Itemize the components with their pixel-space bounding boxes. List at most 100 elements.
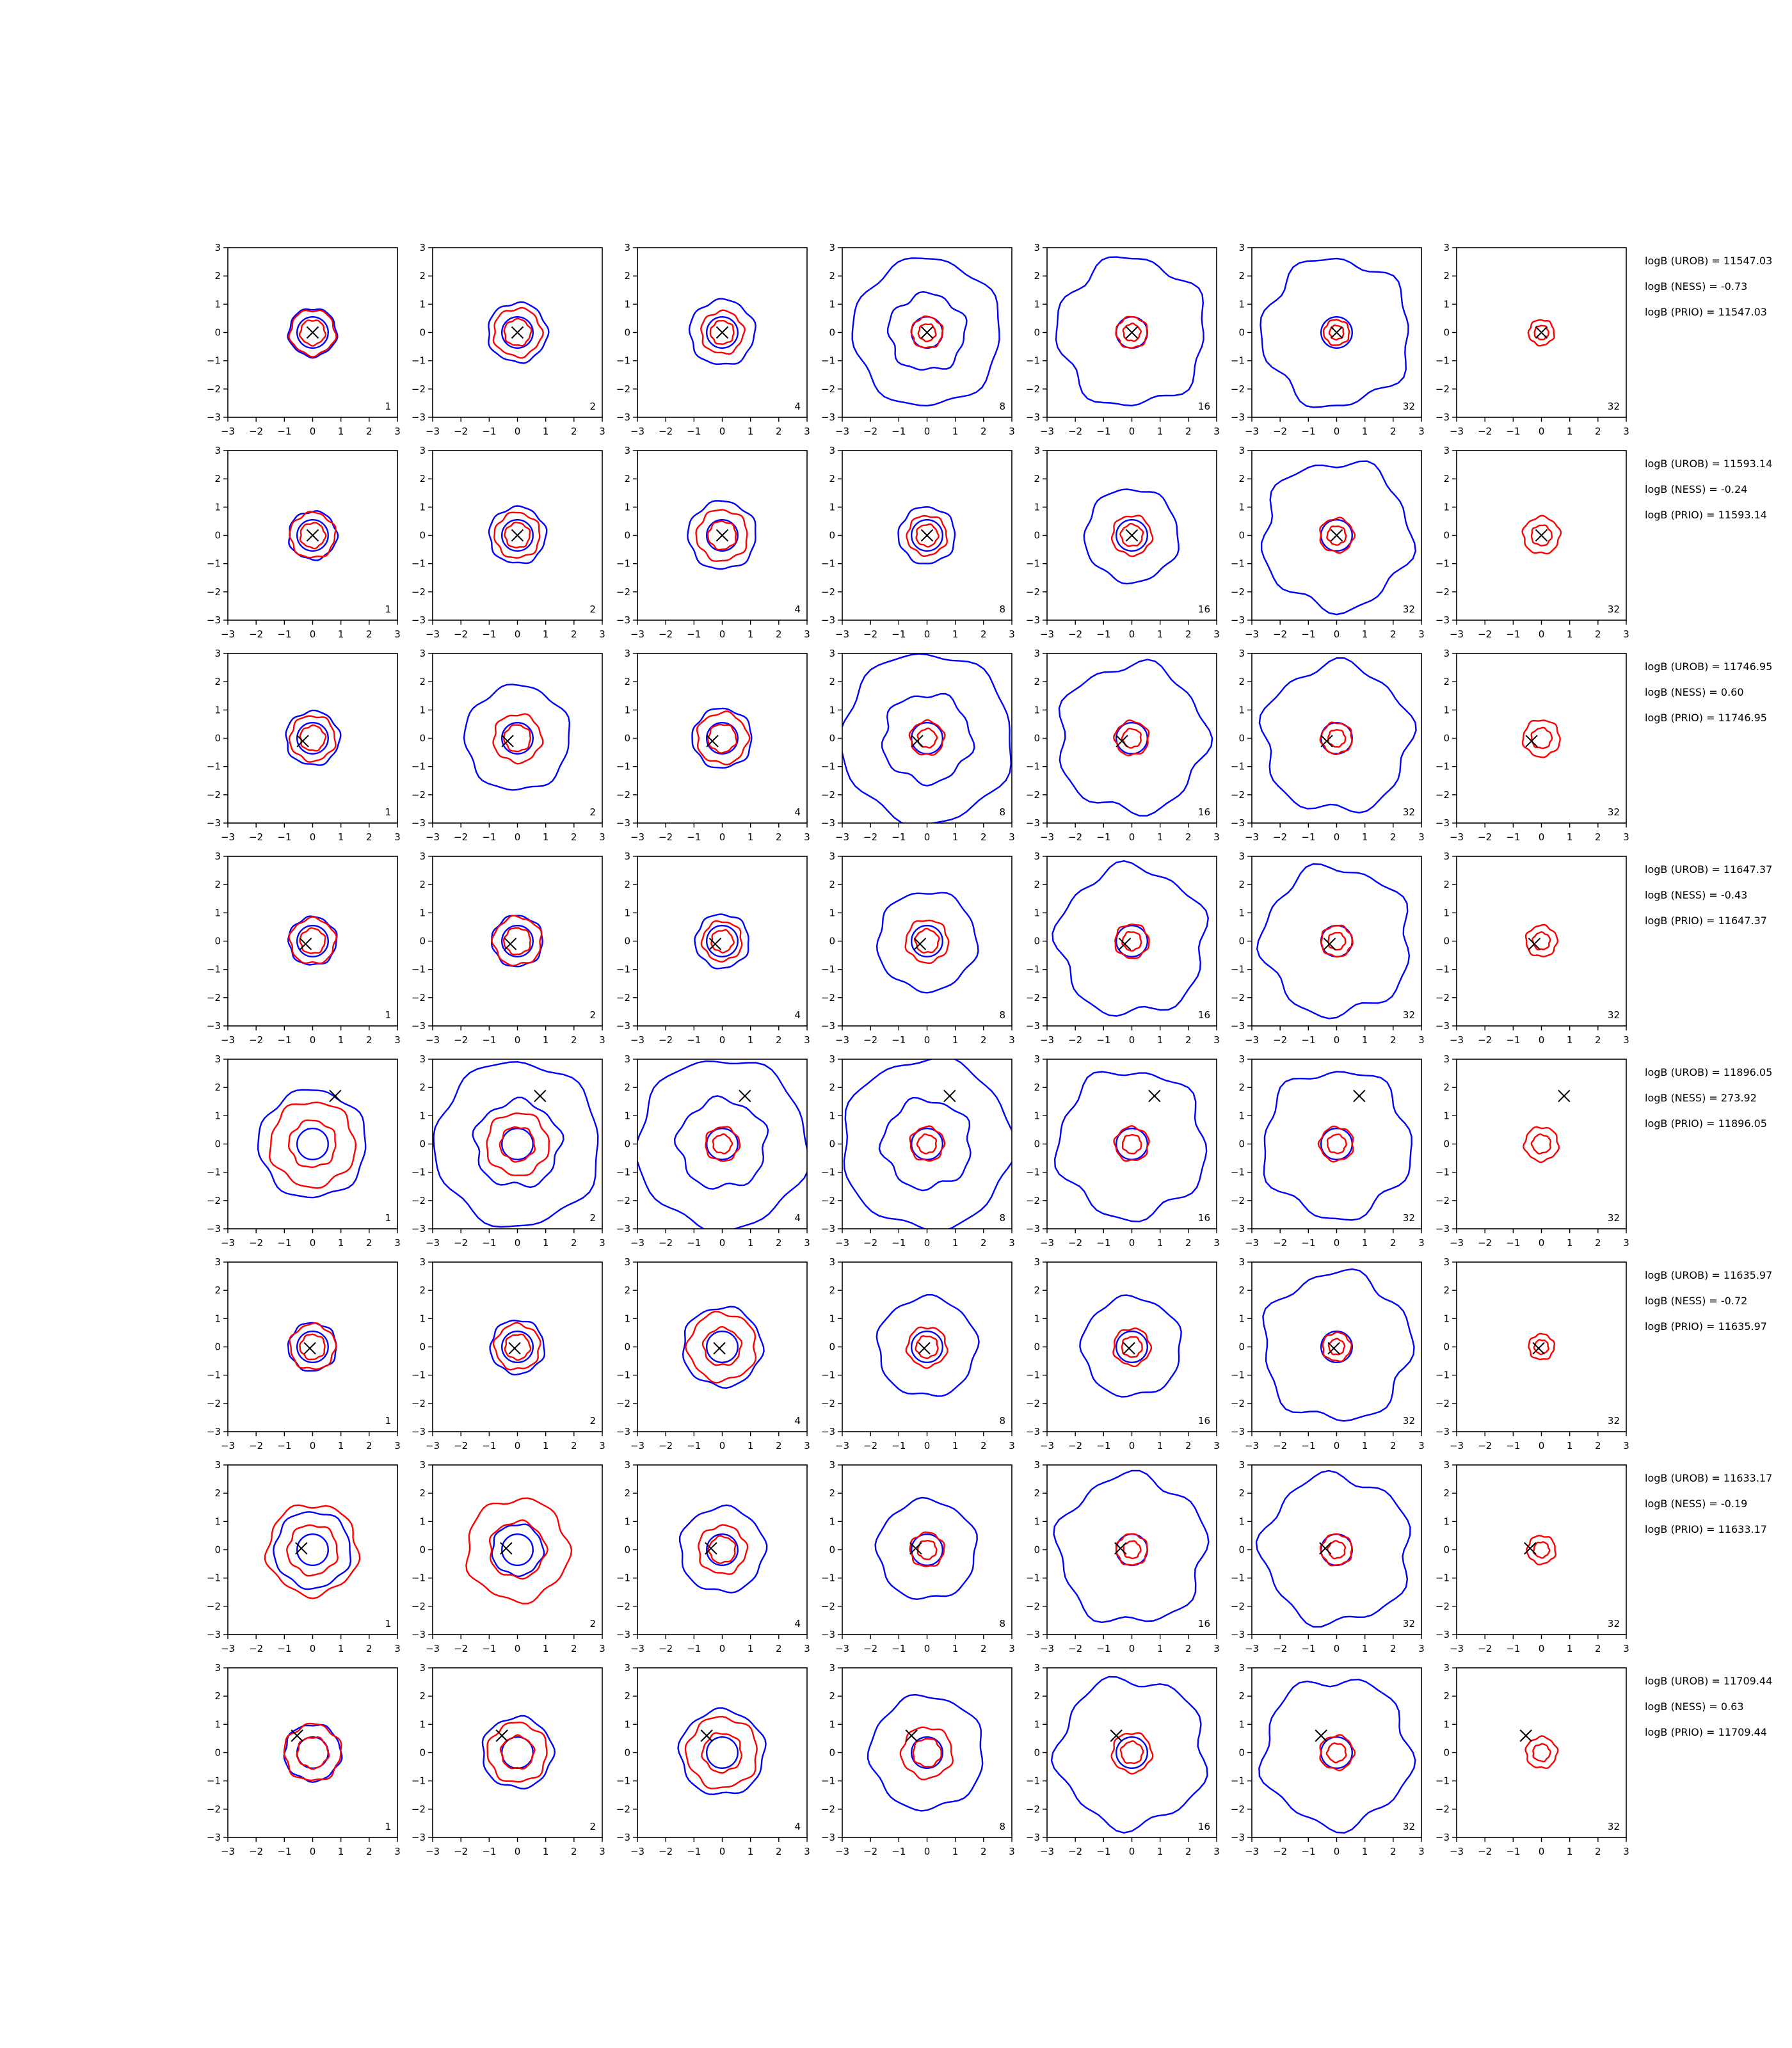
y-tick-label: 3 xyxy=(1238,445,1245,456)
axes-frame xyxy=(637,1261,808,1432)
x-tick-label: 2 xyxy=(1595,628,1601,640)
panel-r6-c4: −3 −2 −1 0 1 2 3 3 2 1 0 −1 −2 −3 8 xyxy=(821,1256,1015,1452)
blue-contour-core xyxy=(501,316,534,349)
x-tick-label: −3 xyxy=(1040,1034,1054,1046)
y-tick-label: −2 xyxy=(1231,383,1245,395)
x-tick-label: 1 xyxy=(1157,1440,1164,1452)
x-tick-label: 2 xyxy=(1390,426,1396,437)
red-contour xyxy=(1320,924,1354,958)
true-point-marker xyxy=(913,938,927,950)
contour-layer xyxy=(1053,1469,1210,1624)
y-tick-label: 0 xyxy=(419,1544,426,1556)
y-tick-label: 0 xyxy=(1443,1747,1450,1759)
x-tick-label: 1 xyxy=(748,1440,754,1452)
y-tick-label: 3 xyxy=(829,242,835,253)
x-tick-label: 3 xyxy=(1213,1643,1220,1654)
y-tick-label: −2 xyxy=(207,1601,221,1612)
y-tick-label: −3 xyxy=(821,1629,835,1640)
y-tick-label: −3 xyxy=(1231,1629,1245,1640)
axes-frame xyxy=(637,856,808,1027)
y-tick-label: −2 xyxy=(412,789,426,801)
x-tick-label: 0 xyxy=(515,1034,521,1046)
x-tick-label: 3 xyxy=(804,1846,810,1857)
x-tick-label: 1 xyxy=(748,1237,754,1249)
true-point-marker xyxy=(708,938,722,950)
y-tick-label: −3 xyxy=(1231,1832,1245,1843)
y-tick-label: 0 xyxy=(1034,327,1040,339)
x-tick-label: −1 xyxy=(277,1440,291,1452)
x-tick-label: 1 xyxy=(543,628,549,640)
y-tick-label: 2 xyxy=(214,1284,221,1296)
red-contour-inner xyxy=(298,319,327,347)
x-tick-label: −1 xyxy=(277,426,291,437)
axes-frame xyxy=(1046,653,1217,824)
x-tick-label: −1 xyxy=(1506,1440,1520,1452)
true-point-marker xyxy=(306,529,319,542)
blue-contour-core xyxy=(1320,1128,1353,1160)
contour-layer xyxy=(287,915,338,966)
x-tick-label: −1 xyxy=(1301,1846,1315,1857)
y-tick-label: 1 xyxy=(1034,298,1040,310)
true-point-marker xyxy=(504,938,517,950)
y-tick-label: 2 xyxy=(1034,676,1040,687)
y-tick-label: −2 xyxy=(412,1398,426,1409)
x-tick-label: 2 xyxy=(1595,831,1601,843)
y-tick-label: −3 xyxy=(207,412,221,423)
axes-frame xyxy=(1456,1059,1627,1229)
y-tick-label: 3 xyxy=(1443,1053,1450,1065)
panel-size-label: 4 xyxy=(794,1618,801,1629)
logb-annotation: logB (NESS) = 0.63 xyxy=(1645,1700,1744,1713)
panel-size-label: 4 xyxy=(794,1009,801,1021)
y-tick-label: −2 xyxy=(1436,1398,1450,1409)
y-tick-label: 2 xyxy=(1238,1284,1245,1296)
axes-frame xyxy=(432,856,603,1027)
panel-size-label: 32 xyxy=(1403,401,1415,412)
blue-contour xyxy=(687,500,756,570)
blue-contour-core xyxy=(296,1533,329,1566)
y-tick-label: 0 xyxy=(624,1139,630,1150)
panel-r7-c2: −3 −2 −1 0 1 2 3 3 2 1 0 −1 −2 −3 2 xyxy=(412,1459,605,1654)
panel-size-label: 8 xyxy=(999,604,1005,615)
x-tick-label: −1 xyxy=(1096,426,1110,437)
x-tick-label: 3 xyxy=(1623,628,1629,640)
y-tick-label: 3 xyxy=(1034,1662,1040,1674)
x-tick-label: 3 xyxy=(599,1440,605,1452)
panel-size-label: 2 xyxy=(589,604,596,615)
x-tick-label: 3 xyxy=(1213,426,1220,437)
red-contour xyxy=(486,1721,548,1783)
y-tick-label: 1 xyxy=(1238,501,1245,513)
y-tick-label: −1 xyxy=(207,1370,221,1381)
red-contour-inner xyxy=(1532,1743,1551,1763)
red-contour-inner xyxy=(916,1133,937,1155)
blue-contour xyxy=(694,913,749,970)
contour-layer xyxy=(488,301,550,364)
panel-size-label: 32 xyxy=(1403,604,1415,615)
x-tick-label: −3 xyxy=(221,1643,235,1654)
y-tick-label: 3 xyxy=(214,648,221,659)
y-tick-label: 2 xyxy=(1238,473,1245,484)
x-tick-label: −2 xyxy=(454,426,468,437)
true-point-marker xyxy=(706,735,719,748)
y-tick-label: 3 xyxy=(419,1256,426,1268)
x-tick-label: 2 xyxy=(776,628,782,640)
panel-size-label: 16 xyxy=(1198,1415,1210,1427)
red-contour-inner xyxy=(1121,1133,1142,1155)
y-tick-label: 3 xyxy=(419,445,426,456)
y-tick-label: 2 xyxy=(829,270,835,282)
x-tick-label: 2 xyxy=(571,1237,577,1249)
y-tick-label: −3 xyxy=(1436,1426,1450,1437)
blue-contour-inner xyxy=(1263,1071,1412,1221)
x-tick-label: 3 xyxy=(394,1440,401,1452)
x-tick-label: 2 xyxy=(776,426,782,437)
y-tick-label: 0 xyxy=(829,1139,835,1150)
y-tick-label: 3 xyxy=(1443,851,1450,862)
red-contour-inner xyxy=(1327,931,1347,951)
x-tick-label: 1 xyxy=(748,426,754,437)
y-tick-label: −2 xyxy=(1231,586,1245,598)
x-tick-label: −1 xyxy=(687,426,701,437)
y-tick-label: 3 xyxy=(829,1256,835,1268)
red-contour xyxy=(700,309,746,355)
red-contour-inner xyxy=(503,724,532,753)
x-tick-label: −2 xyxy=(863,1643,877,1654)
